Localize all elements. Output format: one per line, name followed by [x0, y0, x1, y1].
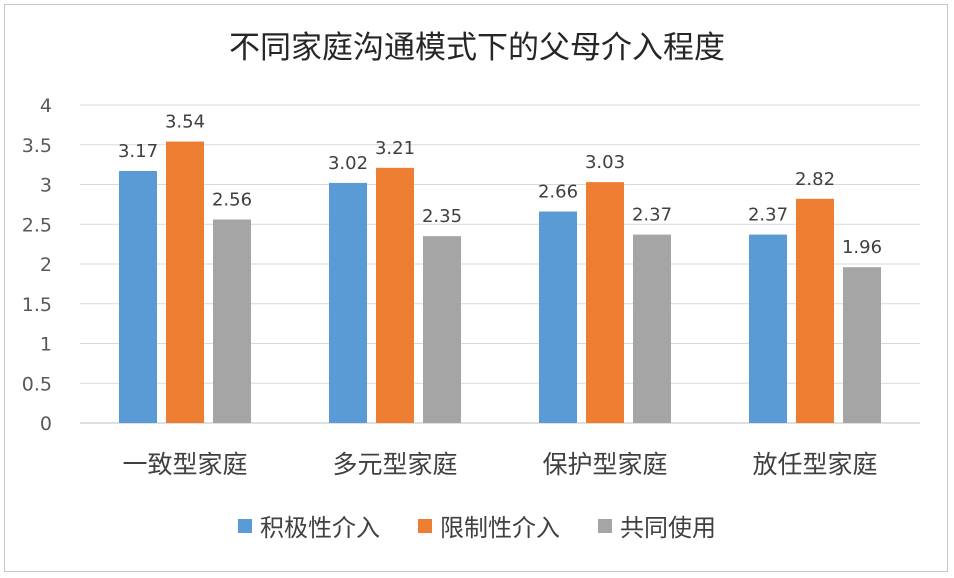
- bar: [539, 211, 577, 423]
- legend-swatch: [418, 518, 432, 533]
- data-label: 3.17: [118, 141, 158, 162]
- legend-swatch: [598, 518, 612, 533]
- bar: [423, 236, 461, 423]
- legend-item-co-use: 共同使用: [598, 508, 716, 543]
- data-label: 3.54: [165, 112, 205, 133]
- y-tick-label: 2: [40, 254, 52, 276]
- legend-label: 积极性介入: [260, 514, 380, 542]
- bar: [119, 170, 157, 423]
- data-label: 2.37: [632, 205, 672, 226]
- bar: [166, 141, 204, 423]
- y-tick-label: 0.5: [22, 373, 52, 395]
- y-tick-label: 1.5: [22, 294, 52, 316]
- x-tick-label: 放任型家庭: [752, 450, 877, 479]
- legend: 积极性介入 限制性介入 共同使用: [0, 508, 954, 543]
- legend-label: 共同使用: [620, 514, 716, 542]
- chart-title: 不同家庭沟通模式下的父母介入程度: [229, 30, 725, 66]
- bar: [329, 182, 367, 423]
- data-label: 3.03: [585, 152, 625, 173]
- data-label: 3.21: [375, 138, 415, 159]
- x-tick-label: 多元型家庭: [332, 450, 457, 479]
- y-tick-label: 2.5: [22, 214, 52, 236]
- data-label: 2.35: [422, 206, 462, 227]
- bar: [376, 167, 414, 423]
- legend-label: 限制性介入: [440, 514, 560, 542]
- y-tick-label: 1: [40, 334, 52, 356]
- y-tick-label: 0: [40, 413, 52, 435]
- data-label: 2.56: [212, 189, 252, 210]
- data-label: 2.37: [748, 205, 788, 226]
- legend-item-restrictive: 限制性介入: [418, 508, 560, 543]
- chart-frame: [4, 4, 948, 572]
- bar: [843, 267, 881, 423]
- legend-item-positive: 积极性介入: [238, 508, 380, 543]
- legend-swatch: [238, 518, 252, 533]
- x-tick-label: 保护型家庭: [542, 450, 667, 479]
- y-tick-label: 4: [40, 95, 52, 117]
- bar: [633, 234, 671, 423]
- bar: [749, 234, 787, 423]
- y-tick-label: 3: [40, 175, 52, 197]
- data-label: 2.66: [538, 182, 578, 203]
- data-label: 2.82: [795, 169, 835, 190]
- x-tick-label: 一致型家庭: [122, 450, 247, 479]
- data-label: 1.96: [842, 237, 882, 258]
- bar: [213, 219, 251, 423]
- data-label: 3.02: [328, 153, 368, 174]
- bar: [586, 182, 624, 423]
- bar: [796, 198, 834, 423]
- y-tick-label: 3.5: [22, 135, 52, 157]
